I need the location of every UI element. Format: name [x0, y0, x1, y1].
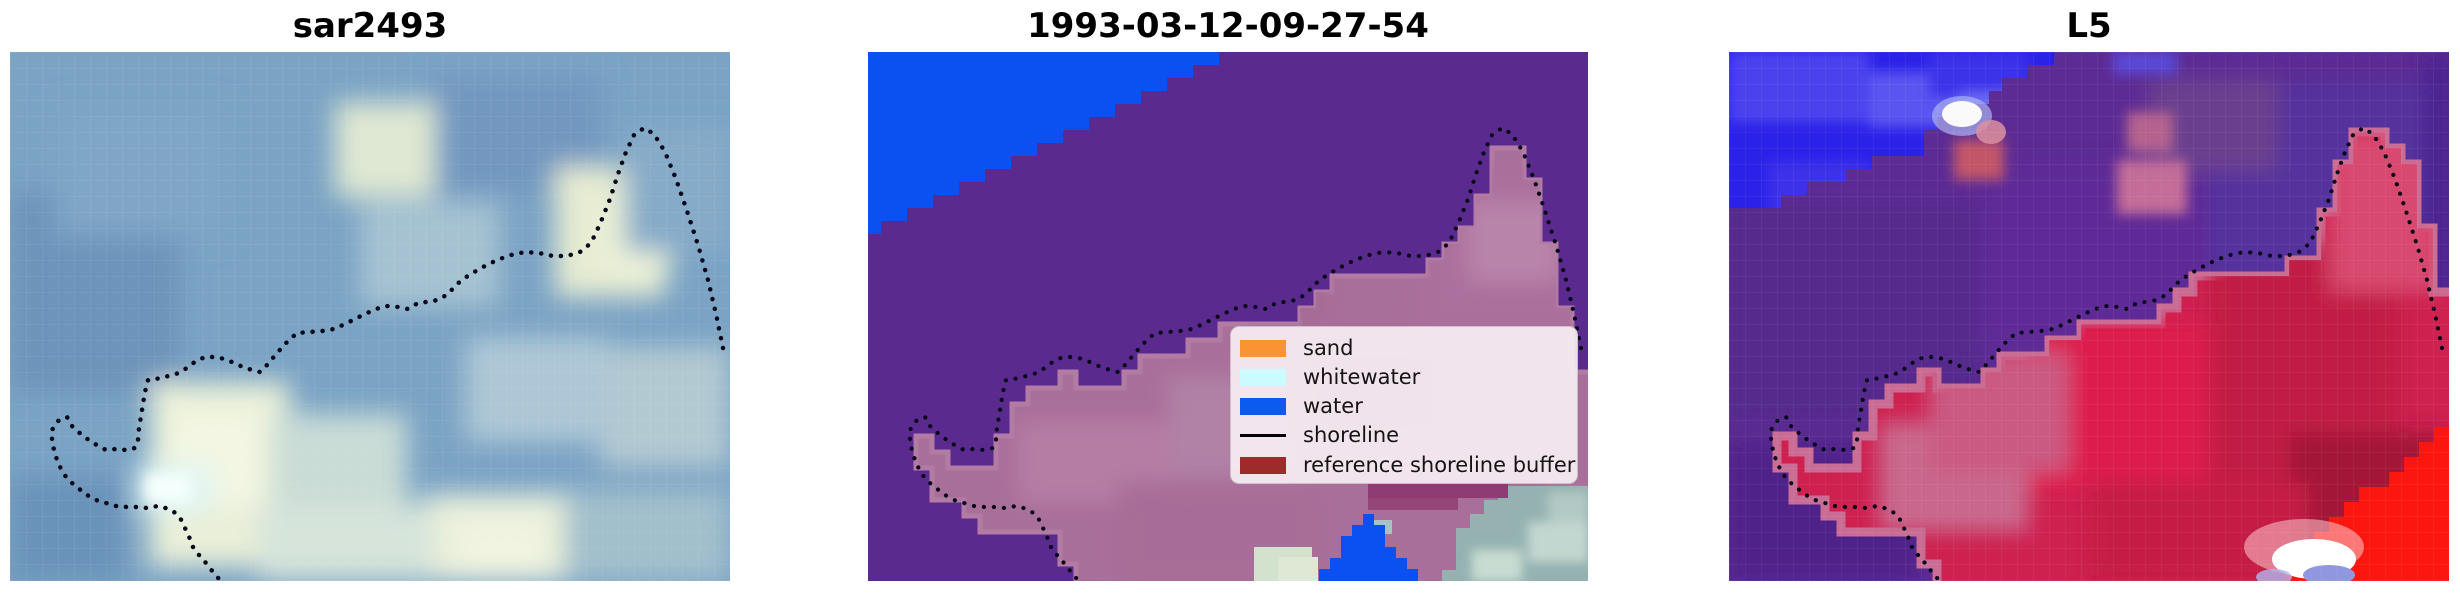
legend-label: shoreline	[1303, 423, 1400, 448]
panel-title-sar: sar2493	[292, 6, 448, 46]
landsat-panel	[1729, 52, 2449, 581]
legend-item-water: water	[1240, 393, 1571, 421]
sand-swatch	[1240, 339, 1286, 357]
water-swatch	[1240, 398, 1286, 415]
cloud-spot-top	[1932, 96, 2006, 144]
shoreline-dots	[1768, 125, 2445, 581]
panel-title-classified: 1993-03-12-09-27-54	[1027, 6, 1429, 46]
legend-item-sand: sand	[1240, 334, 1571, 362]
legend-item-reference-buffer: reference shoreline buffer	[1240, 451, 1575, 479]
legend-label: whitewater	[1303, 364, 1421, 389]
legend-label: water	[1303, 394, 1363, 418]
legend-label: sand	[1303, 335, 1354, 360]
water-bottom-triangle	[1319, 514, 1418, 581]
water-region	[868, 52, 1219, 234]
shoreline-dots	[907, 125, 1584, 581]
shoreline-dots	[49, 125, 726, 581]
sar-texture-patches	[10, 77, 730, 581]
sar-panel	[10, 52, 730, 581]
pink-patches-top	[1954, 112, 2187, 214]
water-edge-fringe	[2113, 52, 2177, 74]
reference-buffer-swatch	[1240, 456, 1286, 474]
legend-label: reference shoreline buffer	[1303, 452, 1576, 477]
whitewater-swatch	[1240, 368, 1286, 386]
panel-title-l5: L5	[2066, 6, 2112, 46]
classification-panel: sand whitewater water shoreline referenc…	[868, 52, 1588, 581]
legend: sand whitewater water shoreline referenc…	[1230, 326, 1578, 484]
legend-item-shoreline: shoreline	[1240, 422, 1571, 450]
sar-bright-spot	[146, 474, 192, 502]
shoreline-line-swatch	[1240, 434, 1286, 438]
l5-image	[1729, 52, 2449, 581]
cloud-blob-bottom	[2244, 519, 2364, 581]
legend-item-whitewater: whitewater	[1240, 363, 1571, 391]
whitewater-corner-texture	[1472, 492, 1588, 581]
buffer-dark-edge	[1368, 482, 1508, 510]
sar-image	[10, 52, 730, 581]
classified-image	[868, 52, 1588, 581]
